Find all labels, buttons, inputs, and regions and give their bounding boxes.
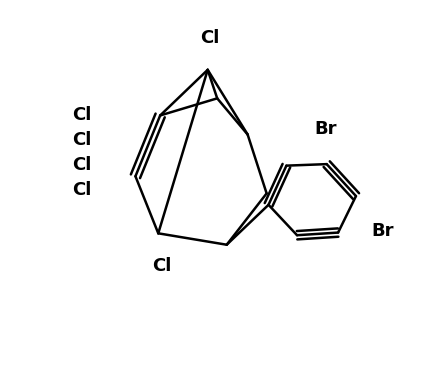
- Text: Br: Br: [314, 120, 337, 138]
- Text: Br: Br: [371, 223, 394, 241]
- Text: Cl: Cl: [72, 156, 92, 174]
- Text: Cl: Cl: [200, 28, 219, 46]
- Text: Cl: Cl: [152, 257, 172, 275]
- Text: Cl: Cl: [72, 106, 92, 124]
- Text: Cl: Cl: [72, 181, 92, 199]
- Text: Cl: Cl: [72, 131, 92, 149]
